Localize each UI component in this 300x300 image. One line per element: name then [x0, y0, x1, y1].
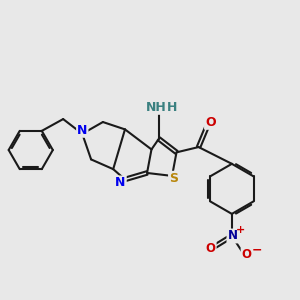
Text: N: N — [77, 124, 88, 137]
Text: H: H — [167, 101, 177, 114]
Text: N: N — [227, 230, 237, 242]
Text: S: S — [169, 172, 178, 185]
Text: O: O — [242, 248, 252, 261]
Text: O: O — [205, 116, 216, 129]
Text: +: + — [236, 225, 245, 235]
Text: N: N — [116, 176, 126, 190]
Text: NH: NH — [146, 101, 167, 114]
Text: O: O — [206, 242, 216, 255]
Text: −: − — [252, 244, 262, 256]
